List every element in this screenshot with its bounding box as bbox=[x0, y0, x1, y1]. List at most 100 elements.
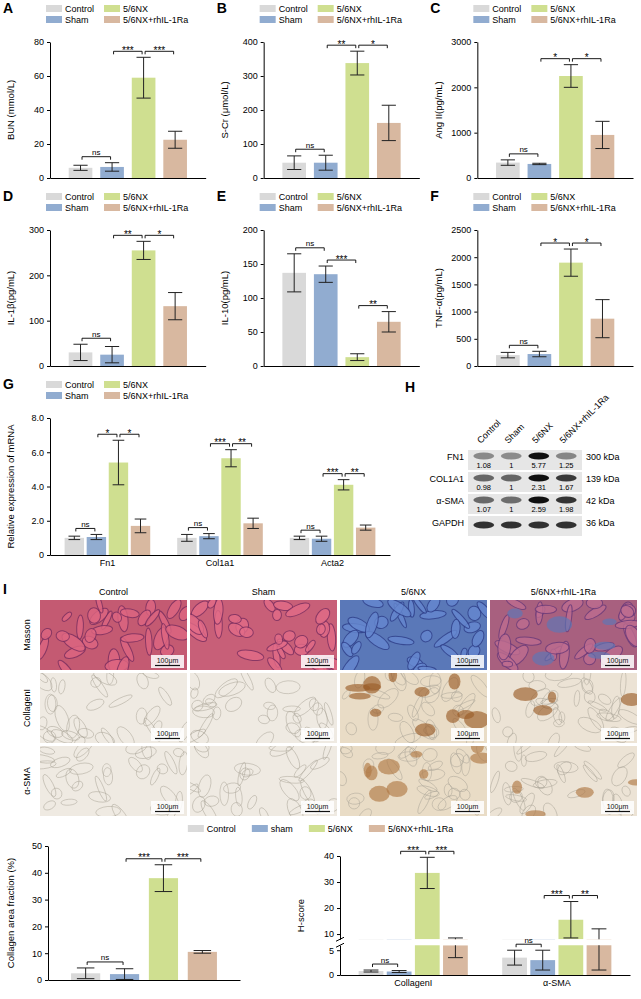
tissue-texture bbox=[109, 802, 133, 816]
error-bar bbox=[592, 945, 607, 970]
error-bar-stem bbox=[570, 902, 571, 938]
error-bar-stem bbox=[208, 534, 209, 539]
legend-swatch bbox=[260, 5, 276, 12]
y-tick: 5 bbox=[329, 946, 340, 956]
legend-item: Sham bbox=[46, 203, 89, 213]
blot-value: 1 bbox=[509, 483, 513, 492]
error-bar-cap bbox=[532, 163, 546, 164]
panel-letter: C bbox=[430, 0, 440, 16]
error-bar bbox=[316, 536, 328, 541]
tissue-texture bbox=[204, 697, 217, 708]
tissue-texture bbox=[203, 795, 219, 807]
tissue-texture bbox=[49, 727, 74, 743]
tissue-texture bbox=[622, 623, 637, 650]
y-tick-mark bbox=[261, 230, 264, 231]
legend-label: Control bbox=[279, 4, 308, 14]
tissue-texture bbox=[228, 613, 242, 624]
significance: *** bbox=[145, 45, 174, 56]
blot-strip bbox=[468, 494, 582, 514]
error-bar-stem bbox=[357, 354, 358, 361]
tissue-texture bbox=[114, 655, 131, 670]
panel-letter: H bbox=[405, 379, 415, 395]
tissue-texture bbox=[72, 735, 87, 743]
y-axis: 05001000150020002500 bbox=[451, 225, 478, 371]
legend-label: 5/6NX bbox=[550, 192, 575, 202]
tissue-texture bbox=[321, 746, 334, 760]
tissue-texture bbox=[372, 752, 389, 760]
tissue-stain bbox=[363, 676, 381, 693]
y-tick: 0 bbox=[39, 550, 50, 560]
error-bar bbox=[137, 57, 151, 98]
panel-letter: I bbox=[3, 581, 7, 597]
y-tick-label: 3000 bbox=[451, 37, 471, 47]
tissue-texture bbox=[223, 782, 241, 795]
y-tick-mark bbox=[337, 975, 340, 976]
error-bar-stem bbox=[299, 536, 300, 539]
error-bar-cap bbox=[535, 970, 550, 971]
legend-item: Sham bbox=[473, 203, 516, 213]
tissue-texture bbox=[573, 690, 580, 707]
significance: *** bbox=[429, 845, 454, 856]
error-bar-cap bbox=[316, 536, 328, 537]
y-tick-label: 2500 bbox=[451, 225, 471, 235]
tissue-texture bbox=[461, 754, 471, 776]
error-bar bbox=[364, 970, 379, 972]
error-bar-cap bbox=[564, 276, 578, 277]
tissue-stain bbox=[533, 705, 552, 716]
error-bar-stem bbox=[85, 968, 86, 979]
error-bar-cap bbox=[501, 165, 515, 166]
y-tick: 100 bbox=[243, 293, 264, 303]
error-bar bbox=[350, 51, 364, 75]
plot-marks bbox=[496, 65, 614, 178]
y-tick: 0 bbox=[466, 173, 477, 183]
y-tick-label: 0 bbox=[329, 970, 334, 980]
y-tick: 60 bbox=[34, 71, 50, 81]
blot-value: 1.07 bbox=[476, 505, 491, 514]
tissue-stain bbox=[345, 684, 370, 692]
significance-label: ** bbox=[124, 229, 132, 240]
y-tick: 150 bbox=[243, 259, 264, 269]
scale-bar bbox=[605, 811, 630, 812]
scale-bar-label: 100μm bbox=[157, 657, 179, 665]
error-bar-cap bbox=[113, 440, 125, 441]
tissue-texture bbox=[544, 673, 573, 682]
tissue-texture bbox=[269, 746, 292, 751]
image-ground bbox=[190, 673, 337, 743]
y-tick-mark bbox=[261, 110, 264, 111]
y-tick: 0 bbox=[253, 173, 264, 183]
blot-band bbox=[556, 475, 577, 482]
error-bar bbox=[91, 534, 103, 539]
significance: ** bbox=[233, 437, 252, 448]
error-bar-stem bbox=[570, 65, 571, 88]
y-tick: 200 bbox=[243, 105, 264, 115]
error-bar-cap bbox=[563, 901, 578, 902]
legend-label: Control bbox=[65, 192, 94, 202]
western-blot: ControlSham5/6NX5/6NX+rhIL-1RaFN1300 kDa… bbox=[429, 392, 619, 536]
error-bar-cap bbox=[203, 533, 215, 534]
tissue-texture bbox=[142, 673, 159, 680]
error-bar bbox=[113, 440, 125, 485]
tissue-texture bbox=[450, 619, 460, 639]
column-header: 5/6NX bbox=[401, 587, 426, 597]
blot-value: 2.31 bbox=[531, 483, 546, 492]
y-tick: 0 bbox=[466, 361, 477, 371]
axis-line bbox=[50, 43, 51, 179]
y-tick-mark bbox=[261, 332, 264, 333]
error-bar-cap bbox=[501, 352, 515, 353]
error-bar bbox=[319, 155, 333, 170]
tissue-texture bbox=[61, 799, 78, 806]
legend-label: 5/6NX bbox=[337, 4, 362, 14]
panel-letter: E bbox=[217, 188, 226, 204]
bar bbox=[132, 250, 156, 366]
tissue-texture bbox=[397, 719, 418, 743]
tissue-stain bbox=[419, 769, 428, 779]
error-bar-cap bbox=[225, 449, 237, 450]
blot-value: 2.59 bbox=[531, 505, 546, 514]
y-tick-mark bbox=[261, 366, 264, 367]
significance: ** bbox=[114, 229, 143, 240]
tissue-texture bbox=[42, 799, 57, 812]
error-bar bbox=[294, 536, 306, 539]
tissue-texture bbox=[497, 633, 512, 660]
scale-bar bbox=[455, 811, 480, 812]
y-tick-mark bbox=[47, 178, 50, 179]
